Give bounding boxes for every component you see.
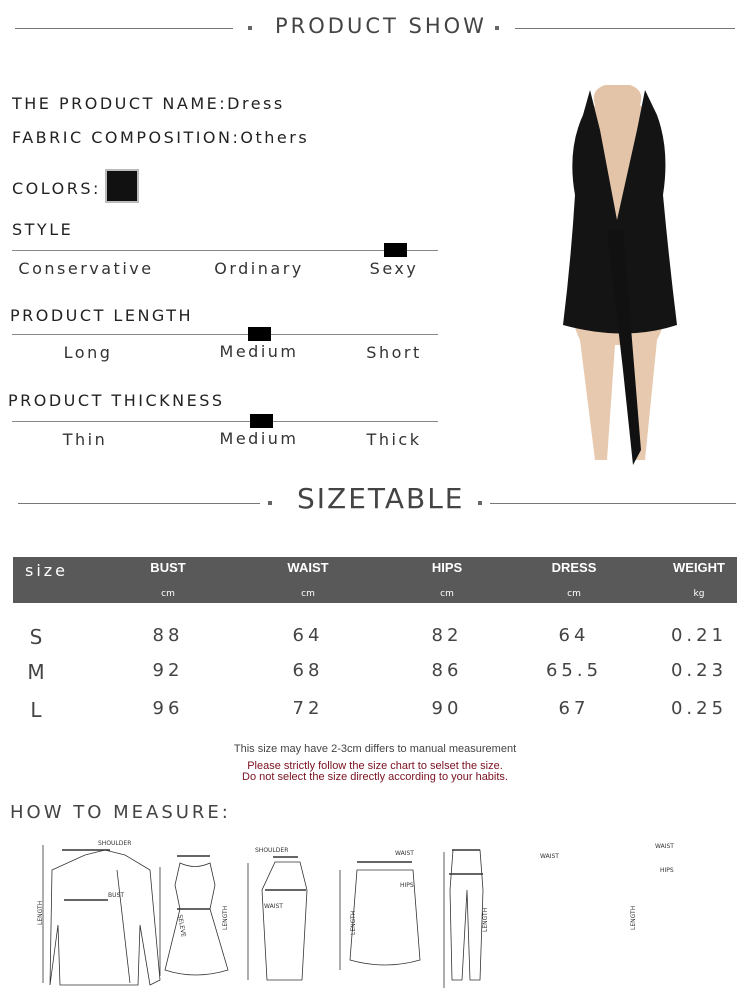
scale-option: Ordinary [214,259,304,278]
how-to-measure-title: HOW TO MEASURE: [10,802,231,823]
divider [515,28,735,29]
shorts-skirt-diagram: WAIST LENGTH [339,853,559,970]
header-size: size [25,561,69,580]
value: Others [240,128,310,147]
divider-dot [495,26,499,30]
size-table-header: size BUST WAIST HIPS DRESS WEIGHT cm cm … [13,557,737,603]
svg-text:LENGTH: LENGTH [222,906,229,930]
pants-diagram: WAIST HIPS LENGTH [443,843,674,988]
scale-title-thickness: PRODUCT THICKNESS [8,391,225,410]
value-cell: 90 [431,698,463,719]
svg-text:BUST: BUST [108,892,124,899]
scale-option: Sexy [369,259,419,278]
scale-title-length: PRODUCT LENGTH [10,306,194,325]
value-cell: 0.23 [670,660,728,681]
value: Dress [227,94,285,113]
unit: cm [301,589,315,599]
svg-text:WAIST: WAIST [395,850,414,857]
svg-text:WAIST: WAIST [540,853,559,860]
unit: cm [440,589,454,599]
size-cell: L [30,698,42,722]
scale-option: Thin [62,430,108,449]
header-dress: DRESS [551,560,597,575]
value-cell: 88 [152,625,184,646]
svg-text:WAIST: WAIST [655,843,674,850]
svg-text:LENGTH: LENGTH [37,901,44,925]
svg-text:SELEVE: SELEVE [176,914,187,938]
sizetable-title: SIZETABLE [297,482,465,515]
value-cell: 96 [152,698,184,719]
colors-label: COLORS: [12,179,101,198]
divider-dot [478,501,482,505]
thickness-scale-marker [250,414,273,428]
value-cell: 65.5 [545,660,603,681]
value-cell: 0.21 [670,625,728,646]
divider [490,503,736,504]
size-note: This size may have 2-3cm differs to manu… [233,743,517,755]
value-cell: 64 [292,625,324,646]
svg-text:LENGTH: LENGTH [350,911,357,935]
label: FABRIC COMPOSITION: [12,128,241,147]
header-bust: BUST [150,560,186,575]
scale-option: Conservative [18,259,154,278]
size-warning: Do not select the size directly accordin… [242,771,508,783]
scale-option: Medium [219,342,299,361]
value-cell: 82 [431,625,463,646]
section-title: PRODUCT SHOW [275,14,487,38]
style-scale-marker [384,243,407,257]
size-cell: M [27,660,45,684]
scale-option: Thick [366,430,422,449]
value-cell: 67 [558,698,590,719]
header-weight: WEIGHT [673,560,725,575]
divider-dot [268,501,272,505]
style-scale-line [12,250,438,251]
unit: cm [567,589,581,599]
product-name: THE PRODUCT NAME:Dress [12,94,285,113]
scale-option: Short [366,343,422,362]
measure-diagrams: SHOULDER BUST LENGTH SELEVE SHOULDER WAI… [37,840,674,988]
dress-diagram: SHOULDER WAIST LENGTH [159,847,288,976]
svg-text:SHOULDER: SHOULDER [98,840,131,847]
header-waist: WAIST [287,560,329,575]
jacket-diagram: SHOULDER BUST LENGTH SELEVE [37,840,187,986]
color-swatch[interactable] [105,169,139,203]
value-cell: 72 [292,698,324,719]
product-photo [563,85,677,465]
value-cell: 92 [152,660,184,681]
label: THE PRODUCT NAME: [12,94,228,113]
length-scale-line [12,334,438,335]
size-warning: Please strictly follow the size chart to… [247,760,503,772]
scale-option: Long [63,343,113,362]
svg-text:SHOULDER: SHOULDER [255,847,288,854]
svg-text:LENGTH: LENGTH [482,908,489,932]
scale-title-style: STYLE [12,220,74,239]
unit: kg [693,589,705,599]
value-cell: 0.25 [670,698,728,719]
value-cell: 68 [292,660,324,681]
scale-option: Medium [219,429,299,448]
divider [15,28,233,29]
value-cell: 86 [431,660,463,681]
size-cell: S [29,625,43,649]
length-scale-marker [248,327,271,341]
value-cell: 64 [558,625,590,646]
fabric-composition: FABRIC COMPOSITION:Others [12,128,309,147]
svg-text:HIPS: HIPS [660,867,674,874]
divider [18,503,260,504]
divider-dot [248,26,252,30]
header-hips: HIPS [431,560,463,575]
svg-text:LENGTH: LENGTH [630,906,637,930]
svg-text:HIPS: HIPS [400,882,414,889]
skirt-diagram: WAIST HIPS LENGTH [247,850,414,981]
svg-text:WAIST: WAIST [264,903,283,910]
thickness-scale-line [12,421,438,422]
unit: cm [161,589,175,599]
